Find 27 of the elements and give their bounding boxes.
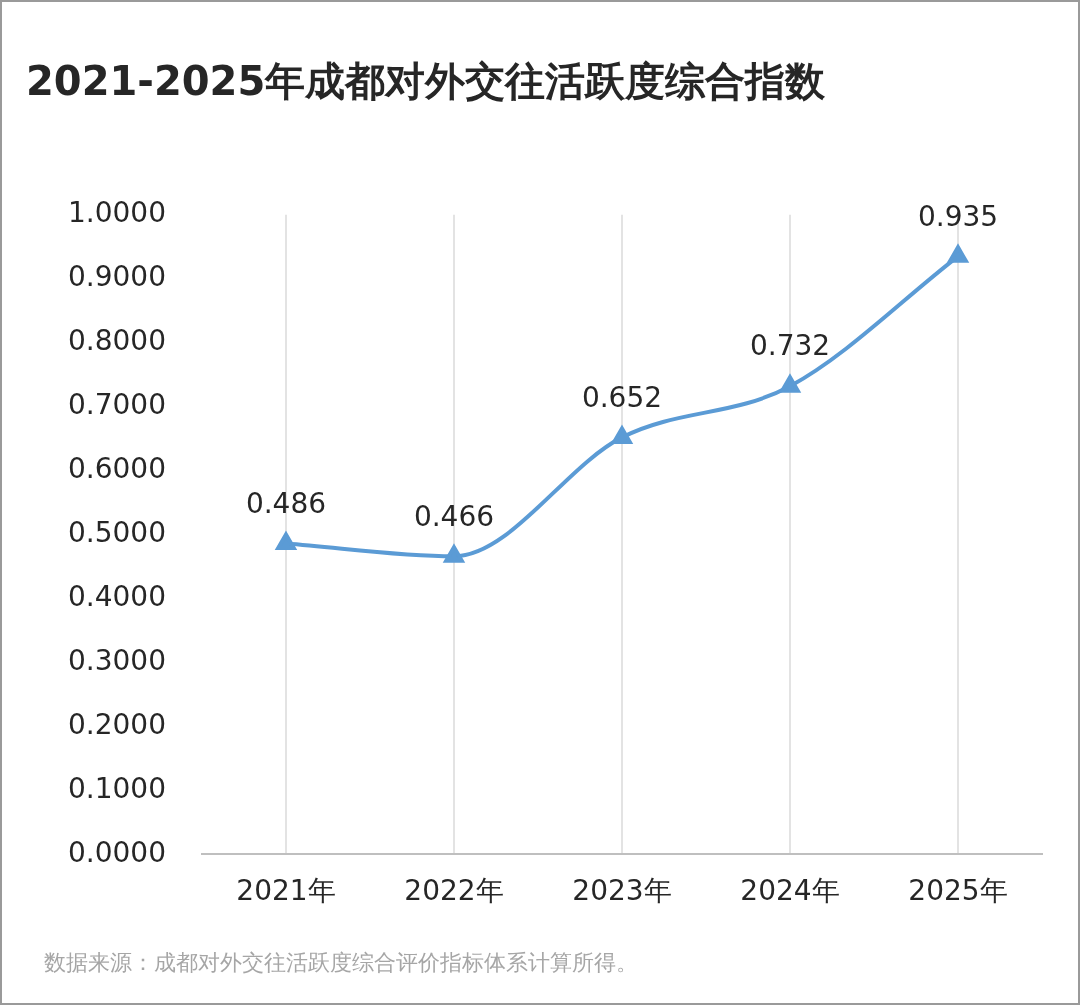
y-tick-label: 0.5000 <box>67 515 166 549</box>
data-label: 0.732 <box>749 329 831 363</box>
data-label: 0.466 <box>413 499 495 533</box>
data-label: 0.486 <box>245 486 327 520</box>
point <box>444 545 464 563</box>
y-tick-label: 0.8000 <box>67 324 166 357</box>
point <box>780 375 800 393</box>
point <box>612 426 632 444</box>
data-label: 0.935 <box>917 199 999 233</box>
source-note: 数据来源：成都对外交往活跃度综合评价指标体系计算所得。 <box>44 949 638 977</box>
chart-title: 2021-2025年成都对外交往活跃度综合指数 <box>26 57 826 106</box>
y-tick-label: 0.3000 <box>67 643 166 677</box>
y-tick-label: 0.1000 <box>67 771 166 805</box>
x-tick-label: 2021年 <box>236 874 336 908</box>
y-tick-label: 0.7000 <box>67 387 166 421</box>
x-tick-label: 2024年 <box>740 874 840 908</box>
x-tick-label: 2025年 <box>908 874 1008 908</box>
point <box>948 245 968 263</box>
x-tick-label: 2023年 <box>572 874 672 908</box>
y-tick-label: 1.0000 <box>67 196 166 230</box>
y-tick-label: 0.4000 <box>67 579 166 613</box>
data-label: 0.652 <box>581 380 663 414</box>
y-tick-label: 0.6000 <box>67 451 166 485</box>
y-tick-label: 0.9000 <box>67 260 166 294</box>
y-tick-label: 0.0000 <box>67 835 166 869</box>
y-tick-label: 0.2000 <box>67 707 166 741</box>
x-tick-label: 2022年 <box>404 874 504 908</box>
